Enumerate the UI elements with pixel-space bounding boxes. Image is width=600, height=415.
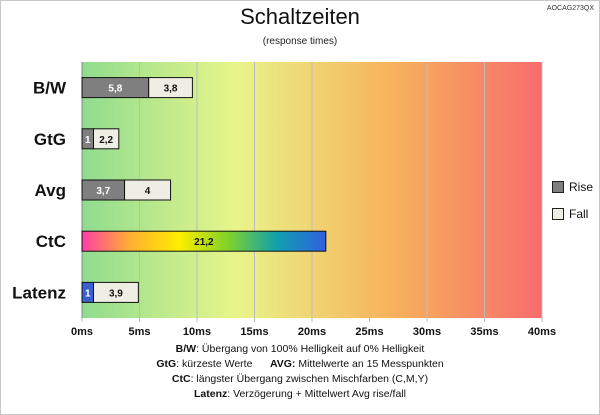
bar-fall: [124, 179, 172, 201]
data-label: 1: [85, 288, 91, 299]
data-label: 4: [145, 186, 151, 197]
category-label: GtG: [34, 130, 66, 149]
notes: B/W: Übergang von 100% Helligkeit auf 0%…: [0, 342, 600, 402]
x-tick-label: 5ms: [128, 326, 150, 338]
legend-fall-swatch: [552, 208, 564, 220]
bar-fall: [93, 281, 139, 303]
legend-fall: Fall: [552, 207, 588, 221]
x-tick-label: 10ms: [183, 326, 211, 338]
chart-title: Schaltzeiten: [240, 4, 360, 29]
x-tick-label: 40ms: [528, 326, 556, 338]
note-text: : längster Übergang zwischen Mischfarben…: [190, 373, 429, 385]
note-key: Latenz: [194, 388, 228, 400]
note-line-gtg: GtG: kürzeste Werte AVG: Mittelwerte an …: [0, 357, 600, 372]
chart-subtitle: (response times): [262, 36, 338, 47]
bar-ctc: [81, 230, 327, 252]
note-line-ctc: CtC: längster Übergang zwischen Mischfar…: [0, 372, 600, 387]
chart-svg: 0ms 5ms 10ms 15ms 20ms 25ms 30ms 35ms 40ms B/W 5,8…: [12, 62, 556, 338]
note-text: : kürzeste Werte: [176, 358, 253, 370]
note-text: : Verzögerung + Mittelwert Avg rise/fall: [227, 388, 406, 400]
note-key: CtC: [171, 373, 191, 385]
data-label: 3,8: [164, 84, 178, 95]
data-label: 5,8: [108, 84, 122, 95]
x-tick-label: 20ms: [298, 326, 326, 338]
category-label: B/W: [33, 79, 67, 98]
x-tick-label: 35ms: [470, 326, 498, 338]
note-line-bw: B/W: Übergang von 100% Helligkeit auf 0%…: [0, 342, 600, 357]
x-tick-label: 0ms: [71, 326, 93, 338]
note-line-latenz: Latenz: Verzögerung + Mittelwert Avg ris…: [0, 387, 600, 402]
legend-rise: Rise: [552, 180, 593, 194]
data-label: 2,2: [99, 135, 113, 146]
x-tick-label: 15ms: [240, 326, 268, 338]
data-label: 1: [85, 135, 91, 146]
x-tick-label: 30ms: [413, 326, 441, 338]
note-key: B/W: [175, 343, 197, 355]
model-code: AOCAG273QX: [546, 5, 594, 12]
bar-fall: [93, 128, 120, 150]
bar-fall: [148, 77, 193, 99]
data-label: 21,2: [194, 237, 214, 248]
data-label: 3,9: [109, 288, 123, 299]
note-key: AVG:: [269, 358, 296, 370]
legend-rise-swatch: [552, 181, 564, 193]
legend-fall-label: Fall: [569, 207, 589, 221]
note-key: GtG: [156, 358, 177, 370]
note-text: Mittelwerte an 15 Messpunkten: [295, 358, 444, 370]
category-label: Latenz: [12, 283, 66, 302]
note-text: : Übergang von 100% Helligkeit auf 0% He…: [196, 343, 425, 355]
legend-rise-label: Rise: [569, 180, 594, 194]
x-tick-label: 25ms: [355, 326, 383, 338]
data-label: 3,7: [96, 186, 110, 197]
category-label: Avg: [35, 181, 67, 200]
category-label: CtC: [36, 232, 66, 251]
